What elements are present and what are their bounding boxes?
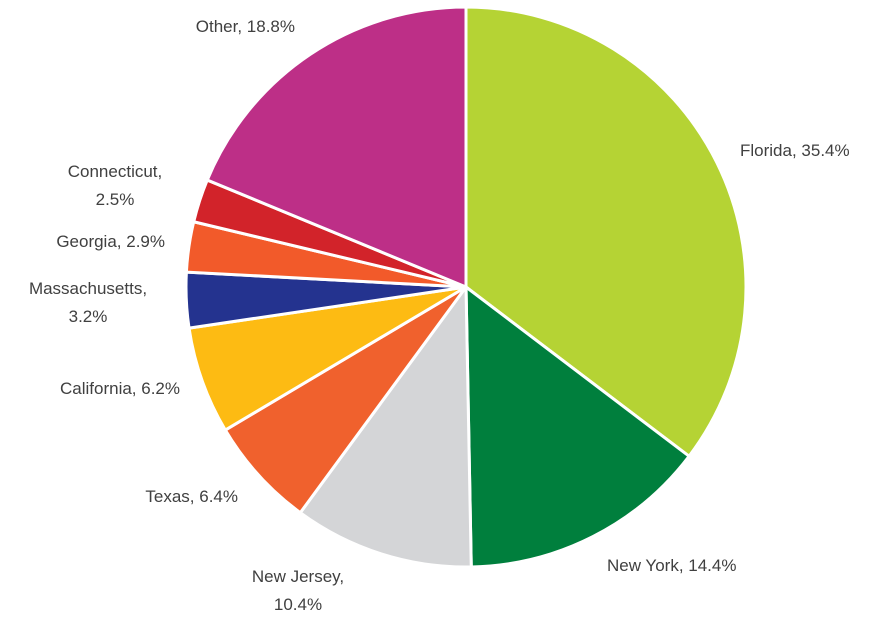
data-label: New Jersey, 10.4%	[252, 567, 344, 614]
data-label-line: Massachusetts,	[29, 279, 147, 298]
data-label-line: New York, 14.4%	[607, 556, 736, 575]
data-label: New York, 14.4%	[607, 556, 736, 575]
data-label-line: Other, 18.8%	[196, 17, 295, 36]
data-label-line: Connecticut,	[68, 162, 163, 181]
data-label: Connecticut, 2.5%	[68, 162, 163, 209]
data-label-line: 10.4%	[274, 595, 322, 614]
data-label-line: Florida, 35.4%	[740, 141, 850, 160]
data-label: California, 6.2%	[60, 379, 180, 398]
data-label: Georgia, 2.9%	[56, 232, 165, 251]
pie-slice	[298, 282, 473, 569]
data-label-line: 3.2%	[69, 307, 108, 326]
data-label-line: California, 6.2%	[60, 379, 180, 398]
pie-slice	[223, 285, 468, 515]
data-label: Other, 18.8%	[196, 17, 295, 36]
pie-slice	[464, 5, 748, 459]
data-label-line: Texas, 6.4%	[145, 487, 238, 506]
data-label-line: 2.5%	[96, 190, 135, 209]
data-label: Massachusetts, 3.2%	[29, 279, 147, 326]
data-label: Texas, 6.4%	[145, 487, 238, 506]
pie-slice	[205, 5, 468, 290]
pie-slice	[464, 283, 692, 569]
data-label-line: Georgia, 2.9%	[56, 232, 165, 251]
data-label: Florida, 35.4%	[740, 141, 850, 160]
data-label-line: New Jersey,	[252, 567, 344, 586]
